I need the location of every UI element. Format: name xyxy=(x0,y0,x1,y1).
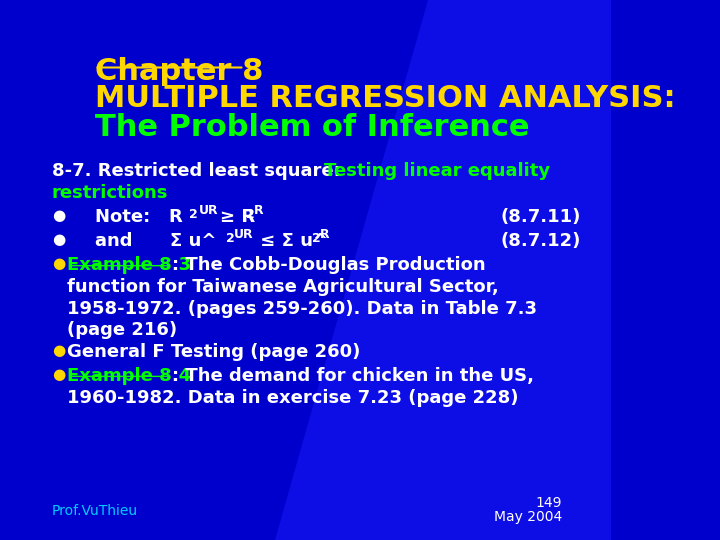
Text: 2: 2 xyxy=(226,232,235,245)
Text: : The Cobb-Douglas Production: : The Cobb-Douglas Production xyxy=(172,256,486,274)
Text: ●: ● xyxy=(52,343,66,358)
Text: General F Testing (page 260): General F Testing (page 260) xyxy=(67,343,361,361)
Text: May 2004: May 2004 xyxy=(494,510,562,524)
Text: The Problem of Inference: The Problem of Inference xyxy=(95,113,529,143)
Text: 2: 2 xyxy=(189,208,198,221)
Text: : The demand for chicken in the US,: : The demand for chicken in the US, xyxy=(172,367,534,385)
Text: (8.7.11): (8.7.11) xyxy=(501,208,581,226)
Text: ●: ● xyxy=(52,232,66,247)
Text: ●: ● xyxy=(52,256,66,272)
Text: 2: 2 xyxy=(246,208,255,221)
Text: 8-7. Restricted least square:: 8-7. Restricted least square: xyxy=(52,162,354,180)
Text: 2: 2 xyxy=(312,232,320,245)
Text: ●: ● xyxy=(52,367,66,382)
Text: Chapter 8: Chapter 8 xyxy=(95,57,263,86)
Text: ●: ● xyxy=(52,208,66,223)
Text: Example 8.3: Example 8.3 xyxy=(67,256,192,274)
Text: Prof.VuThieu: Prof.VuThieu xyxy=(52,504,138,518)
Text: MULTIPLE REGRESSION ANALYSIS:: MULTIPLE REGRESSION ANALYSIS: xyxy=(95,84,675,113)
Text: (8.7.12): (8.7.12) xyxy=(501,232,581,250)
Text: 149: 149 xyxy=(536,496,562,510)
Text: ≤ Σ u^: ≤ Σ u^ xyxy=(253,232,328,250)
Text: and      Σ u^: and Σ u^ xyxy=(95,232,216,250)
Polygon shape xyxy=(275,0,611,540)
Text: 1958-1972. (pages 259-260). Data in Table 7.3: 1958-1972. (pages 259-260). Data in Tabl… xyxy=(67,300,537,318)
Text: 1960-1982. Data in exercise 7.23 (page 228): 1960-1982. Data in exercise 7.23 (page 2… xyxy=(67,389,518,407)
Text: Example 8.4: Example 8.4 xyxy=(67,367,192,385)
Text: restrictions: restrictions xyxy=(52,184,168,201)
Text: UR: UR xyxy=(234,228,253,241)
Text: function for Taiwanese Agricultural Sector,: function for Taiwanese Agricultural Sect… xyxy=(67,278,499,296)
Text: R: R xyxy=(253,204,263,217)
Text: UR: UR xyxy=(199,204,218,217)
Text: (page 216): (page 216) xyxy=(67,321,177,339)
Text: Note:   R: Note: R xyxy=(95,208,182,226)
Text: ≥ R: ≥ R xyxy=(220,208,255,226)
Text: Testing linear equality: Testing linear equality xyxy=(324,162,550,180)
Text: R: R xyxy=(320,228,329,241)
